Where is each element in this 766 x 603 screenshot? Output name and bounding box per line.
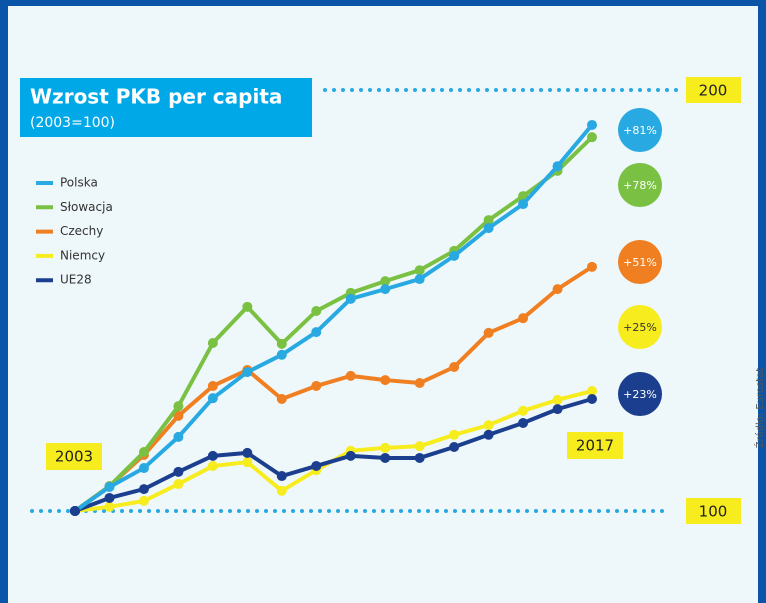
point: [311, 306, 322, 317]
point: [483, 223, 494, 234]
point: [138, 484, 149, 495]
point: [104, 482, 115, 493]
point: [276, 349, 287, 360]
point: [483, 420, 494, 431]
point: [552, 394, 563, 405]
point: [242, 367, 253, 378]
point: [414, 452, 425, 463]
point: [587, 386, 597, 397]
series-line: [73, 135, 594, 513]
title-box: [20, 78, 312, 137]
change-label: +78%: [623, 179, 657, 192]
point: [380, 452, 391, 463]
x-tick-label: 2017: [576, 437, 614, 455]
point: [207, 450, 218, 461]
point: [207, 460, 218, 471]
tick-box: [686, 77, 741, 103]
point: [380, 276, 391, 287]
point: [587, 119, 597, 130]
point: [311, 327, 322, 338]
category-box: [46, 443, 102, 470]
point: [138, 463, 149, 474]
change-badge: [618, 240, 662, 284]
point: [414, 274, 425, 285]
point: [173, 466, 184, 477]
point: [587, 261, 597, 272]
change-label: +25%: [623, 321, 657, 334]
point: [173, 410, 184, 421]
point: [380, 375, 391, 386]
point: [104, 501, 115, 512]
point: [173, 431, 184, 442]
change-badge: [618, 108, 662, 152]
legend-label: Polska: [60, 176, 98, 190]
y-tick-label: 100: [699, 503, 728, 521]
point: [345, 293, 356, 304]
point: [414, 378, 425, 389]
change-badge: [618, 163, 662, 207]
legend-label: Słowacja: [60, 200, 113, 214]
point: [345, 450, 356, 461]
change-label: +81%: [623, 124, 657, 137]
point: [173, 479, 184, 490]
tick-box: [686, 498, 741, 524]
point: [449, 362, 460, 373]
point: [207, 338, 218, 349]
series-line: [73, 123, 594, 513]
x-tick-label: 2003: [55, 448, 93, 466]
point: [483, 215, 494, 226]
series-line: [74, 397, 593, 513]
legend-label: Niemcy: [60, 248, 105, 262]
point: [380, 442, 391, 453]
point: [242, 457, 253, 468]
point: [483, 327, 494, 338]
series-line: [73, 265, 594, 513]
point: [449, 442, 460, 453]
source: Źródło: Eurostat: [753, 368, 766, 449]
point: [207, 393, 218, 404]
point: [587, 132, 597, 143]
point: [173, 401, 184, 412]
change-badge: [618, 305, 662, 349]
chart-title: Wzrost PKB per capita: [30, 85, 282, 109]
point: [276, 471, 287, 482]
category-box: [567, 432, 623, 459]
point: [552, 161, 563, 172]
point: [518, 313, 529, 324]
point: [138, 447, 149, 458]
point: [483, 429, 494, 440]
point: [449, 429, 460, 440]
change-label: +23%: [623, 388, 657, 401]
point: [276, 394, 287, 405]
point: [70, 506, 80, 516]
point: [414, 441, 425, 452]
point: [345, 370, 356, 381]
point: [311, 460, 322, 471]
point: [242, 301, 253, 312]
point: [449, 250, 460, 261]
point: [138, 495, 149, 506]
point: [242, 447, 253, 458]
point: [518, 199, 529, 210]
chart-subtitle: (2003=100): [30, 115, 115, 131]
point: [276, 485, 287, 496]
change-label: +51%: [623, 256, 657, 269]
legend-label: Czechy: [60, 224, 103, 238]
point: [518, 418, 529, 429]
point: [552, 284, 563, 295]
point: [104, 492, 115, 503]
change-badge: [618, 372, 662, 416]
point: [380, 284, 391, 295]
point: [276, 338, 287, 349]
point: [552, 404, 563, 415]
y-tick-label: 200: [699, 82, 728, 100]
point: [518, 405, 529, 416]
point: [207, 380, 218, 391]
point: [587, 394, 597, 405]
legend-label: UE28: [60, 273, 92, 287]
point: [414, 265, 425, 276]
point: [311, 380, 322, 391]
